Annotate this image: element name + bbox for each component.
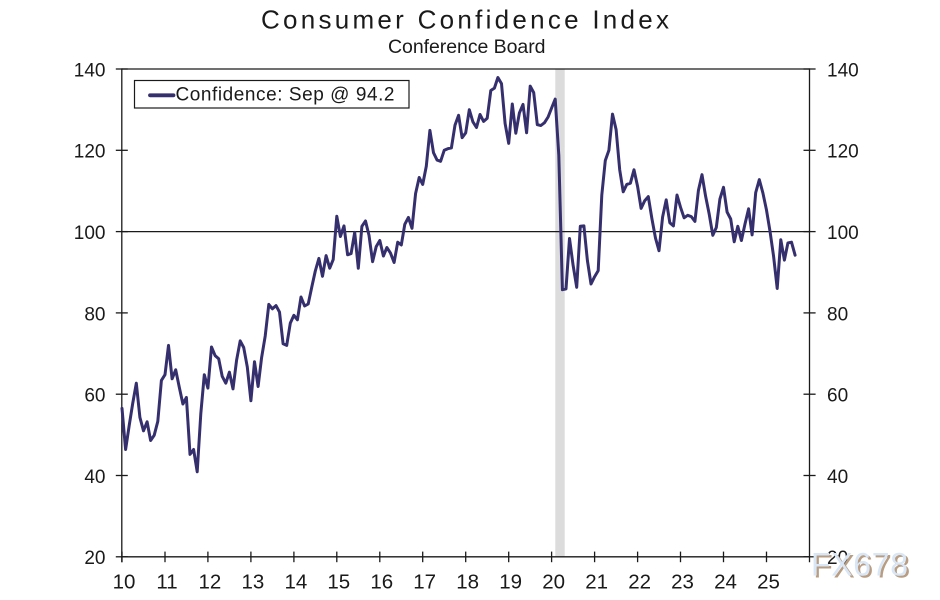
svg-text:21: 21: [585, 571, 608, 594]
svg-text:20: 20: [827, 548, 848, 569]
svg-text:19: 19: [499, 571, 522, 594]
svg-text:140: 140: [827, 60, 859, 81]
svg-text:12: 12: [198, 571, 221, 594]
svg-text:Confidence: Sep @ 94.2: Confidence: Sep @ 94.2: [176, 85, 395, 106]
svg-text:15: 15: [327, 571, 350, 594]
svg-text:11: 11: [156, 571, 177, 594]
svg-text:13: 13: [241, 571, 264, 594]
svg-text:25: 25: [757, 571, 780, 594]
svg-text:20: 20: [542, 571, 565, 594]
svg-text:100: 100: [827, 223, 859, 244]
svg-text:40: 40: [84, 467, 105, 488]
svg-text:24: 24: [714, 571, 737, 594]
svg-text:40: 40: [827, 467, 848, 488]
svg-text:FX678: FX678: [813, 549, 910, 585]
svg-text:23: 23: [671, 571, 694, 594]
svg-text:Consumer Confidence Index: Consumer Confidence Index: [261, 4, 669, 34]
svg-text:120: 120: [827, 142, 859, 163]
svg-text:Conference Board: Conference Board: [388, 36, 546, 58]
svg-text:16: 16: [370, 571, 393, 594]
svg-text:14: 14: [284, 571, 307, 594]
svg-text:60: 60: [827, 386, 848, 407]
svg-text:80: 80: [827, 304, 848, 325]
svg-text:FX678: FX678: [811, 547, 908, 583]
svg-text:80: 80: [84, 304, 105, 325]
svg-text:60: 60: [84, 386, 105, 407]
svg-text:18: 18: [456, 571, 479, 594]
svg-text:10: 10: [113, 571, 136, 594]
svg-text:100: 100: [74, 223, 106, 244]
svg-text:20: 20: [84, 548, 105, 569]
svg-text:22: 22: [628, 571, 651, 594]
svg-text:120: 120: [74, 142, 106, 163]
svg-text:17: 17: [413, 571, 436, 594]
svg-text:140: 140: [74, 60, 106, 81]
